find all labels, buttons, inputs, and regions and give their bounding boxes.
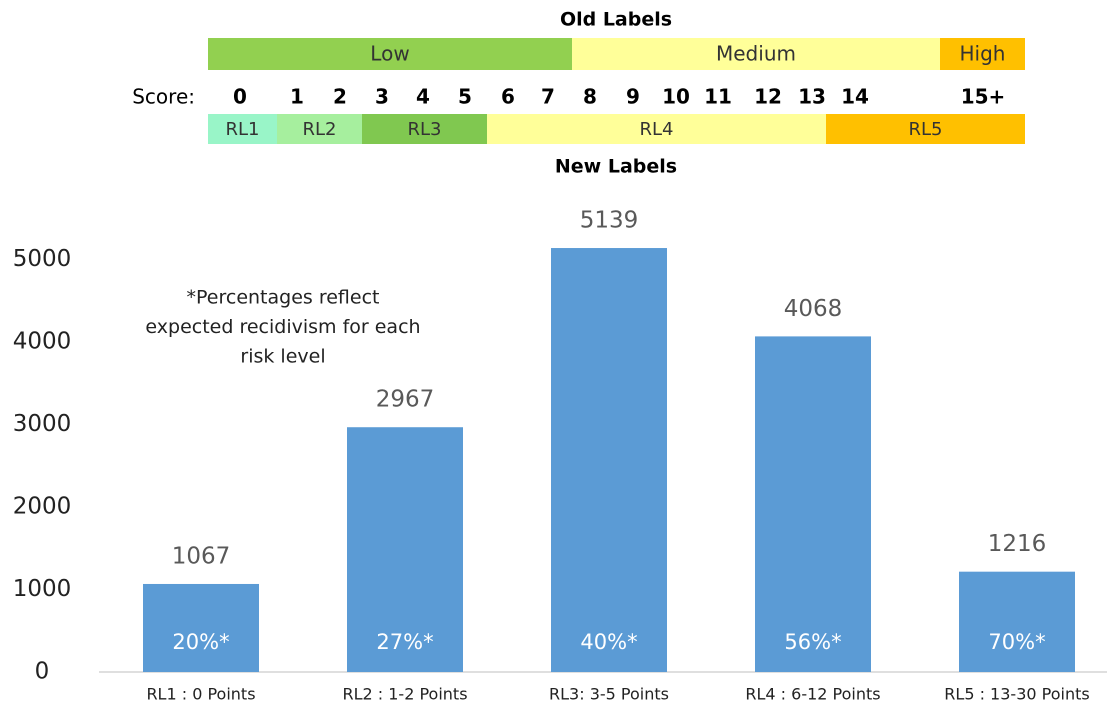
new-label-text: RL5 (909, 119, 943, 140)
old-label-segment (572, 38, 940, 70)
score: 4 (416, 85, 430, 109)
x-tick-label: RL1 : 0 Points (146, 685, 255, 704)
old-label-segment (208, 38, 572, 70)
bar (551, 248, 667, 672)
annotation: risk level (240, 346, 325, 368)
score: 10 (662, 85, 690, 109)
value-label: 2967 (376, 387, 435, 413)
old-label-text: Low (370, 42, 409, 66)
new-label-text: RL3 (408, 119, 442, 140)
bar-note: 27%* (376, 630, 433, 654)
value-label: 4068 (784, 296, 843, 322)
old-label-text: Medium (716, 42, 796, 66)
new-label-text: RL2 (303, 119, 337, 140)
score: 5 (458, 85, 472, 109)
old-label-text: High (960, 42, 1006, 66)
x-tick-label: RL5 : 13-30 Points (944, 685, 1089, 704)
y-tick-label: 0 (35, 659, 50, 685)
y-tick-label: 3000 (13, 411, 72, 437)
y-tick-label: 2000 (13, 494, 72, 520)
bar-note: 40%* (580, 630, 637, 654)
new-label-segment (362, 114, 487, 144)
new-label-segment (277, 114, 362, 144)
value-label: 1216 (988, 531, 1047, 557)
new-label-segment (208, 114, 277, 144)
score: 9 (626, 85, 640, 109)
score: 7 (541, 85, 555, 109)
x-tick-label: RL4 : 6-12 Points (745, 685, 880, 704)
annotation: *Percentages reflect (187, 287, 380, 309)
score: 6 (501, 85, 515, 109)
score: 11 (704, 85, 732, 109)
score: 15+ (961, 85, 1006, 109)
y-tick-label: 4000 (13, 329, 72, 355)
new-label-segment (826, 114, 1025, 144)
bar (347, 427, 463, 672)
new-label-segment (487, 114, 826, 144)
score: 14 (841, 85, 869, 109)
y-tick-label: 1000 (13, 576, 72, 602)
bar (143, 583, 259, 672)
score: 12 (754, 85, 782, 109)
bar (959, 571, 1075, 672)
bar-note: 20%* (172, 630, 229, 654)
score: 2 (333, 85, 347, 109)
score: 3 (375, 85, 389, 109)
x-tick-label: RL2 : 1-2 Points (342, 685, 467, 704)
bar (755, 336, 871, 672)
score: 0 (233, 85, 247, 109)
annotation: expected recidivism for each (145, 316, 420, 338)
value-label: 5139 (580, 208, 639, 234)
y-tick-label: 5000 (13, 246, 72, 272)
score: 8 (583, 85, 597, 109)
bar-note: 70%* (988, 630, 1045, 654)
new-labels-title: New Labels (555, 156, 677, 178)
value-label: 1067 (172, 543, 231, 569)
bar-note: 56%* (784, 630, 841, 654)
score-label: Score: (132, 85, 195, 109)
new-label-text: RL1 (226, 119, 260, 140)
old-label-segment (940, 38, 1025, 70)
x-tick-label: RL3: 3-5 Points (549, 685, 669, 704)
old-labels-title: Old Labels (560, 9, 672, 31)
new-label-text: RL4 (640, 119, 674, 140)
score: 13 (798, 85, 826, 109)
score: 1 (290, 85, 304, 109)
